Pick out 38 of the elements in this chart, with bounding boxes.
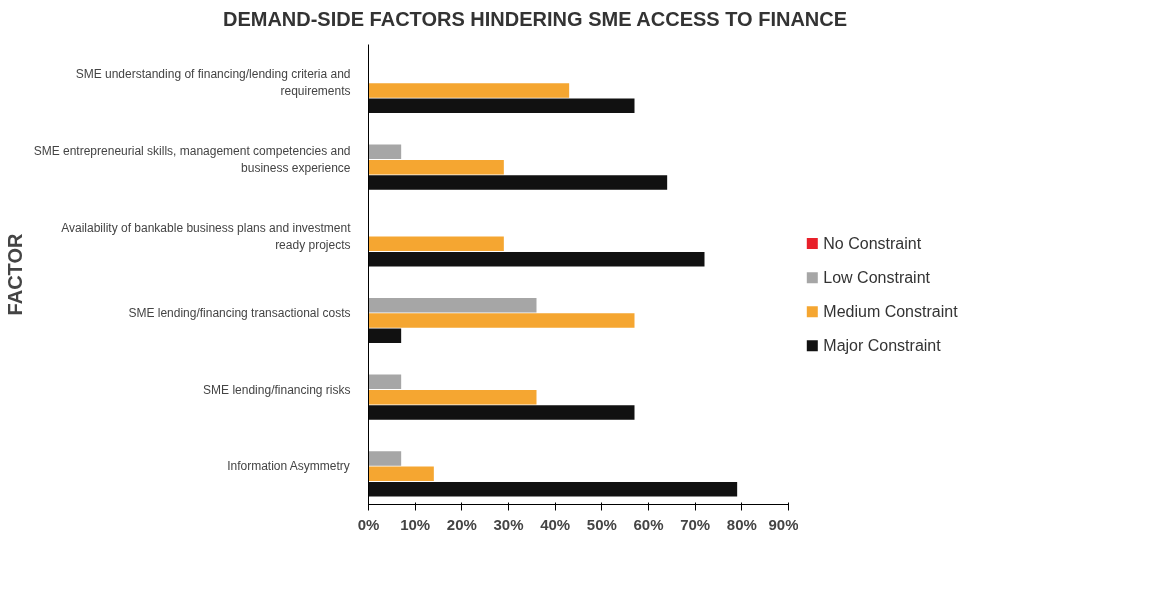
- legend-label: No Constraint: [823, 234, 922, 252]
- x-tick-label: 30%: [493, 515, 524, 533]
- bar: [368, 297, 537, 313]
- bar: [368, 251, 705, 267]
- legend-label: Medium Constraint: [823, 302, 959, 320]
- bar: [368, 174, 668, 190]
- bar: [368, 374, 402, 389]
- x-tick-label: 90%: [768, 515, 799, 533]
- x-tick-label: 40%: [540, 515, 571, 533]
- x-tick-label: 10%: [400, 515, 431, 533]
- y-tick-label: SME lending/financing transactional costs: [128, 305, 351, 320]
- bar: [368, 144, 402, 159]
- x-tick-label: 80%: [726, 515, 757, 533]
- x-tick-label: 70%: [680, 515, 711, 533]
- bar: [368, 450, 402, 466]
- y-axis-title: FACTOR: [3, 232, 26, 315]
- bar: [368, 389, 537, 405]
- y-tick-label: SME understanding of financing/lending criteria and requirements: [75, 67, 351, 98]
- legend-label: Major Constraint: [823, 336, 942, 354]
- bar: [368, 98, 635, 113]
- bar: [368, 404, 635, 420]
- bar: [368, 312, 635, 328]
- bar: [368, 82, 570, 98]
- bar: [368, 328, 402, 343]
- y-tick-label: SME entrepreneurial skills, management competencies and business experience: [33, 143, 351, 175]
- y-tick-label: Availability of bankable business plans and investment ready projects: [61, 220, 352, 252]
- x-tick-label: 0%: [357, 515, 380, 533]
- x-tick-label: 60%: [633, 515, 664, 533]
- y-tick-label: Information Asymmetry: [227, 458, 350, 473]
- y-tick-label: SME lending/financing risks: [203, 382, 351, 397]
- bar: [368, 481, 738, 497]
- x-tick-label: 50%: [586, 515, 617, 533]
- chart-title: DEMAND-SIDE FACTORS HINDERING SME ACCESS TO FINANCE: [222, 7, 848, 32]
- bar: [368, 236, 504, 251]
- x-tick-label: 20%: [446, 515, 477, 533]
- legend-label: Low Constraint: [823, 268, 931, 286]
- bar: [368, 466, 434, 481]
- bar: [368, 159, 504, 175]
